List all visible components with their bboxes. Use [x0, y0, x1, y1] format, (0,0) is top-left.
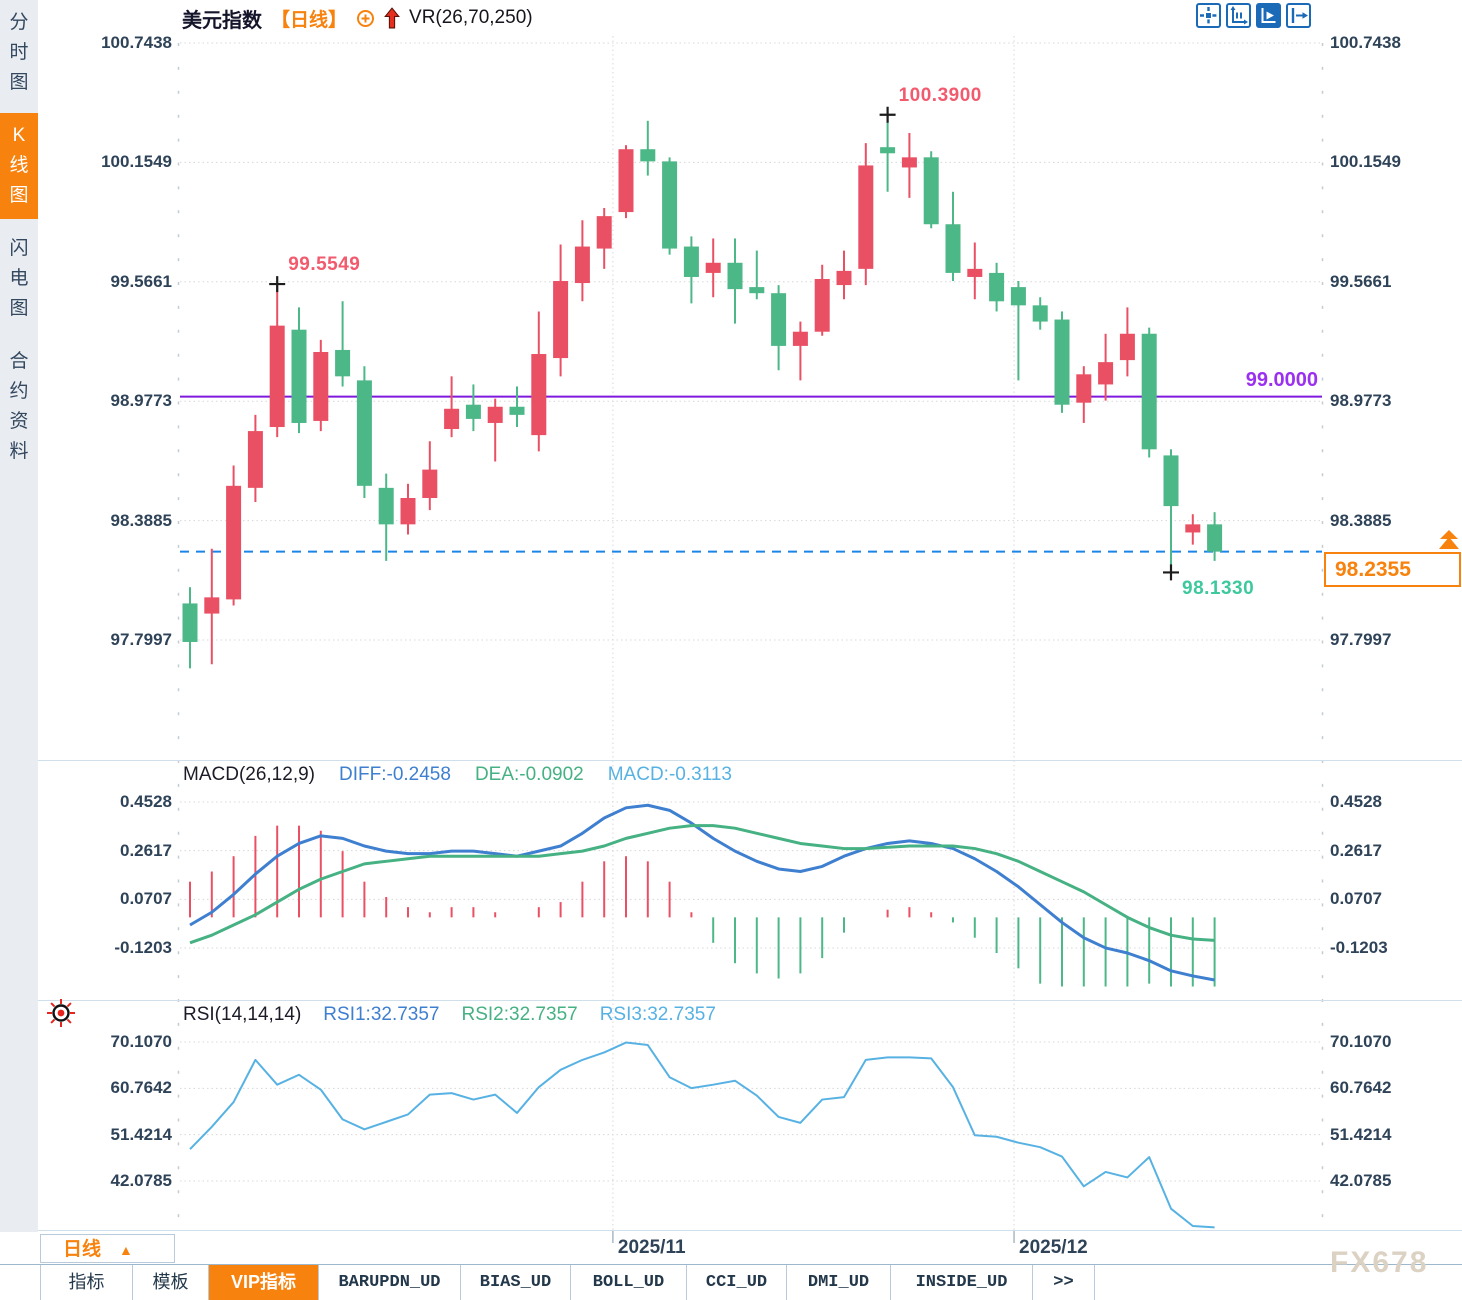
- price-up-arrow-icon: [1439, 530, 1459, 549]
- add-indicator-icon[interactable]: [356, 9, 375, 28]
- price-axis-label: 0.0707: [1330, 889, 1382, 909]
- annotation-swing-high: 100.3900: [898, 84, 982, 106]
- price-axis-label: 42.0785: [1330, 1171, 1392, 1190]
- panel-divider: [38, 1230, 1462, 1231]
- price-axis-label: 100.1549: [101, 152, 172, 172]
- price-axis-label: 99.5661: [110, 271, 172, 291]
- annotation-pivot-high: 99.5549: [288, 254, 361, 276]
- autoscale-icon[interactable]: [1256, 3, 1281, 28]
- tabbar-spacer: [0, 1265, 41, 1300]
- symbol-title: 美元指数: [182, 9, 262, 32]
- price-axis-label: 100.1549: [1330, 152, 1401, 172]
- macd-dea-value: DEA:-0.0902: [474, 764, 584, 785]
- price-axis-label: 0.2617: [1330, 840, 1382, 860]
- price-axis-label: 98.9773: [1330, 391, 1392, 411]
- tab-模板[interactable]: 模板: [133, 1265, 209, 1300]
- price-axis-label: 0.0707: [120, 889, 172, 909]
- price-axis-label: 98.9773: [110, 391, 172, 411]
- price-axis-label: 97.7997: [1330, 630, 1392, 649]
- pan-right-icon[interactable]: [1286, 3, 1311, 28]
- vr-indicator-label: VR(26,70,250): [409, 7, 533, 28]
- price-axis-label: 99.5661: [1330, 271, 1392, 291]
- price-axis-label: 0.2617: [120, 840, 172, 860]
- panel-divider: [38, 1000, 1462, 1001]
- price-axis-label: -0.1203: [114, 938, 172, 957]
- tab-VIP指标[interactable]: VIP指标: [209, 1265, 319, 1300]
- price-axis-label: 60.7642: [110, 1078, 172, 1098]
- left-sidebar: 分 时 图 K 线 图闪 电 图合 约 资 料: [0, 0, 38, 1232]
- rsi1-value: RSI1:32.7357: [323, 1004, 440, 1025]
- price-axis-label: 98.3885: [110, 510, 172, 530]
- rsi3-value: RSI3:32.7357: [599, 1004, 716, 1025]
- annotation-swing-low: 98.1330: [1182, 578, 1255, 600]
- sidebar-item-合约资料[interactable]: 合 约 资 料: [9, 351, 29, 462]
- price-axis-label: 42.0785: [110, 1171, 172, 1190]
- macd-header: MACD(26,12,9) DIFF:-0.2458 DEA:-0.0902 M…: [183, 764, 732, 786]
- price-axis-label: 98.3885: [1330, 510, 1392, 530]
- tab-DMI_UD[interactable]: DMI_UD: [787, 1265, 891, 1300]
- price-axis-label: 100.7438: [1330, 33, 1401, 52]
- indicator-tabbar: 指标 模板 VIP指标 BARUPDN_UD BIAS_UD BOLL_UD CCI_UD D…: [0, 1264, 1462, 1300]
- price-axis-label: 70.1070: [110, 1032, 172, 1051]
- chart-toolbar: [1196, 3, 1311, 28]
- period-selector[interactable]: 日线 ▲: [40, 1234, 175, 1263]
- tab-CCI_UD[interactable]: CCI_UD: [687, 1265, 787, 1300]
- macd-macd-value: MACD:-0.3113: [607, 764, 732, 785]
- tab->>[interactable]: >>: [1033, 1265, 1095, 1300]
- sidebar-item-K线图[interactable]: K 线 图: [0, 113, 38, 219]
- rsi2-value: RSI2:32.7357: [461, 1004, 578, 1025]
- price-axis-label: 60.7642: [1330, 1078, 1392, 1098]
- panel-divider: [38, 760, 1462, 761]
- price-axis-label: 0.4528: [1330, 792, 1382, 811]
- price-axis-label: 0.4528: [120, 792, 172, 811]
- price-axis-label: 70.1070: [1330, 1032, 1392, 1051]
- chart-header: 美元指数 【日线】 VR(26,70,250): [182, 4, 533, 32]
- price-axis-label: 51.4214: [110, 1124, 172, 1144]
- rsi-header: RSI(14,14,14) RSI1:32.7357 RSI2:32.7357 …: [183, 1004, 716, 1026]
- price-axis-label: 51.4214: [1330, 1124, 1392, 1144]
- tab-BARUPDN_UD[interactable]: BARUPDN_UD: [319, 1265, 461, 1300]
- up-arrow-signal-icon: [384, 7, 400, 29]
- tab-INSIDE_UD[interactable]: INSIDE_UD: [891, 1265, 1033, 1300]
- watermark: FX678: [1330, 1246, 1429, 1279]
- x-axis-label: 2025/12: [1019, 1237, 1088, 1258]
- chevron-up-icon: ▲: [119, 1242, 133, 1258]
- price-axis-label: 100.7438: [101, 33, 172, 52]
- price-axis-label: 97.7997: [110, 630, 172, 649]
- last-price-tag: 98.2355: [1324, 552, 1461, 587]
- period-selector-label: 日线: [63, 1239, 102, 1260]
- sidebar-item-分时图[interactable]: 分 时 图: [9, 12, 29, 93]
- period-tag: 【日线】: [271, 9, 348, 31]
- macd-diff-value: DIFF:-0.2458: [339, 764, 451, 785]
- price-axis-label: -0.1203: [1330, 938, 1388, 957]
- tab-指标[interactable]: 指标: [41, 1265, 133, 1300]
- tab-BOLL_UD[interactable]: BOLL_UD: [571, 1265, 687, 1300]
- crosshair-icon[interactable]: [1196, 3, 1221, 28]
- macd-title: MACD(26,12,9): [183, 764, 315, 785]
- x-axis-label: 2025/11: [617, 1237, 686, 1258]
- sun-signal-icon: [47, 999, 75, 1027]
- axis-range-icon[interactable]: [1226, 3, 1251, 28]
- tab-BIAS_UD[interactable]: BIAS_UD: [461, 1265, 571, 1300]
- sidebar-item-闪电图[interactable]: 闪 电 图: [9, 238, 29, 319]
- purple-hline-label: 99.0000: [1245, 369, 1318, 391]
- rsi-title: RSI(14,14,14): [183, 1004, 302, 1025]
